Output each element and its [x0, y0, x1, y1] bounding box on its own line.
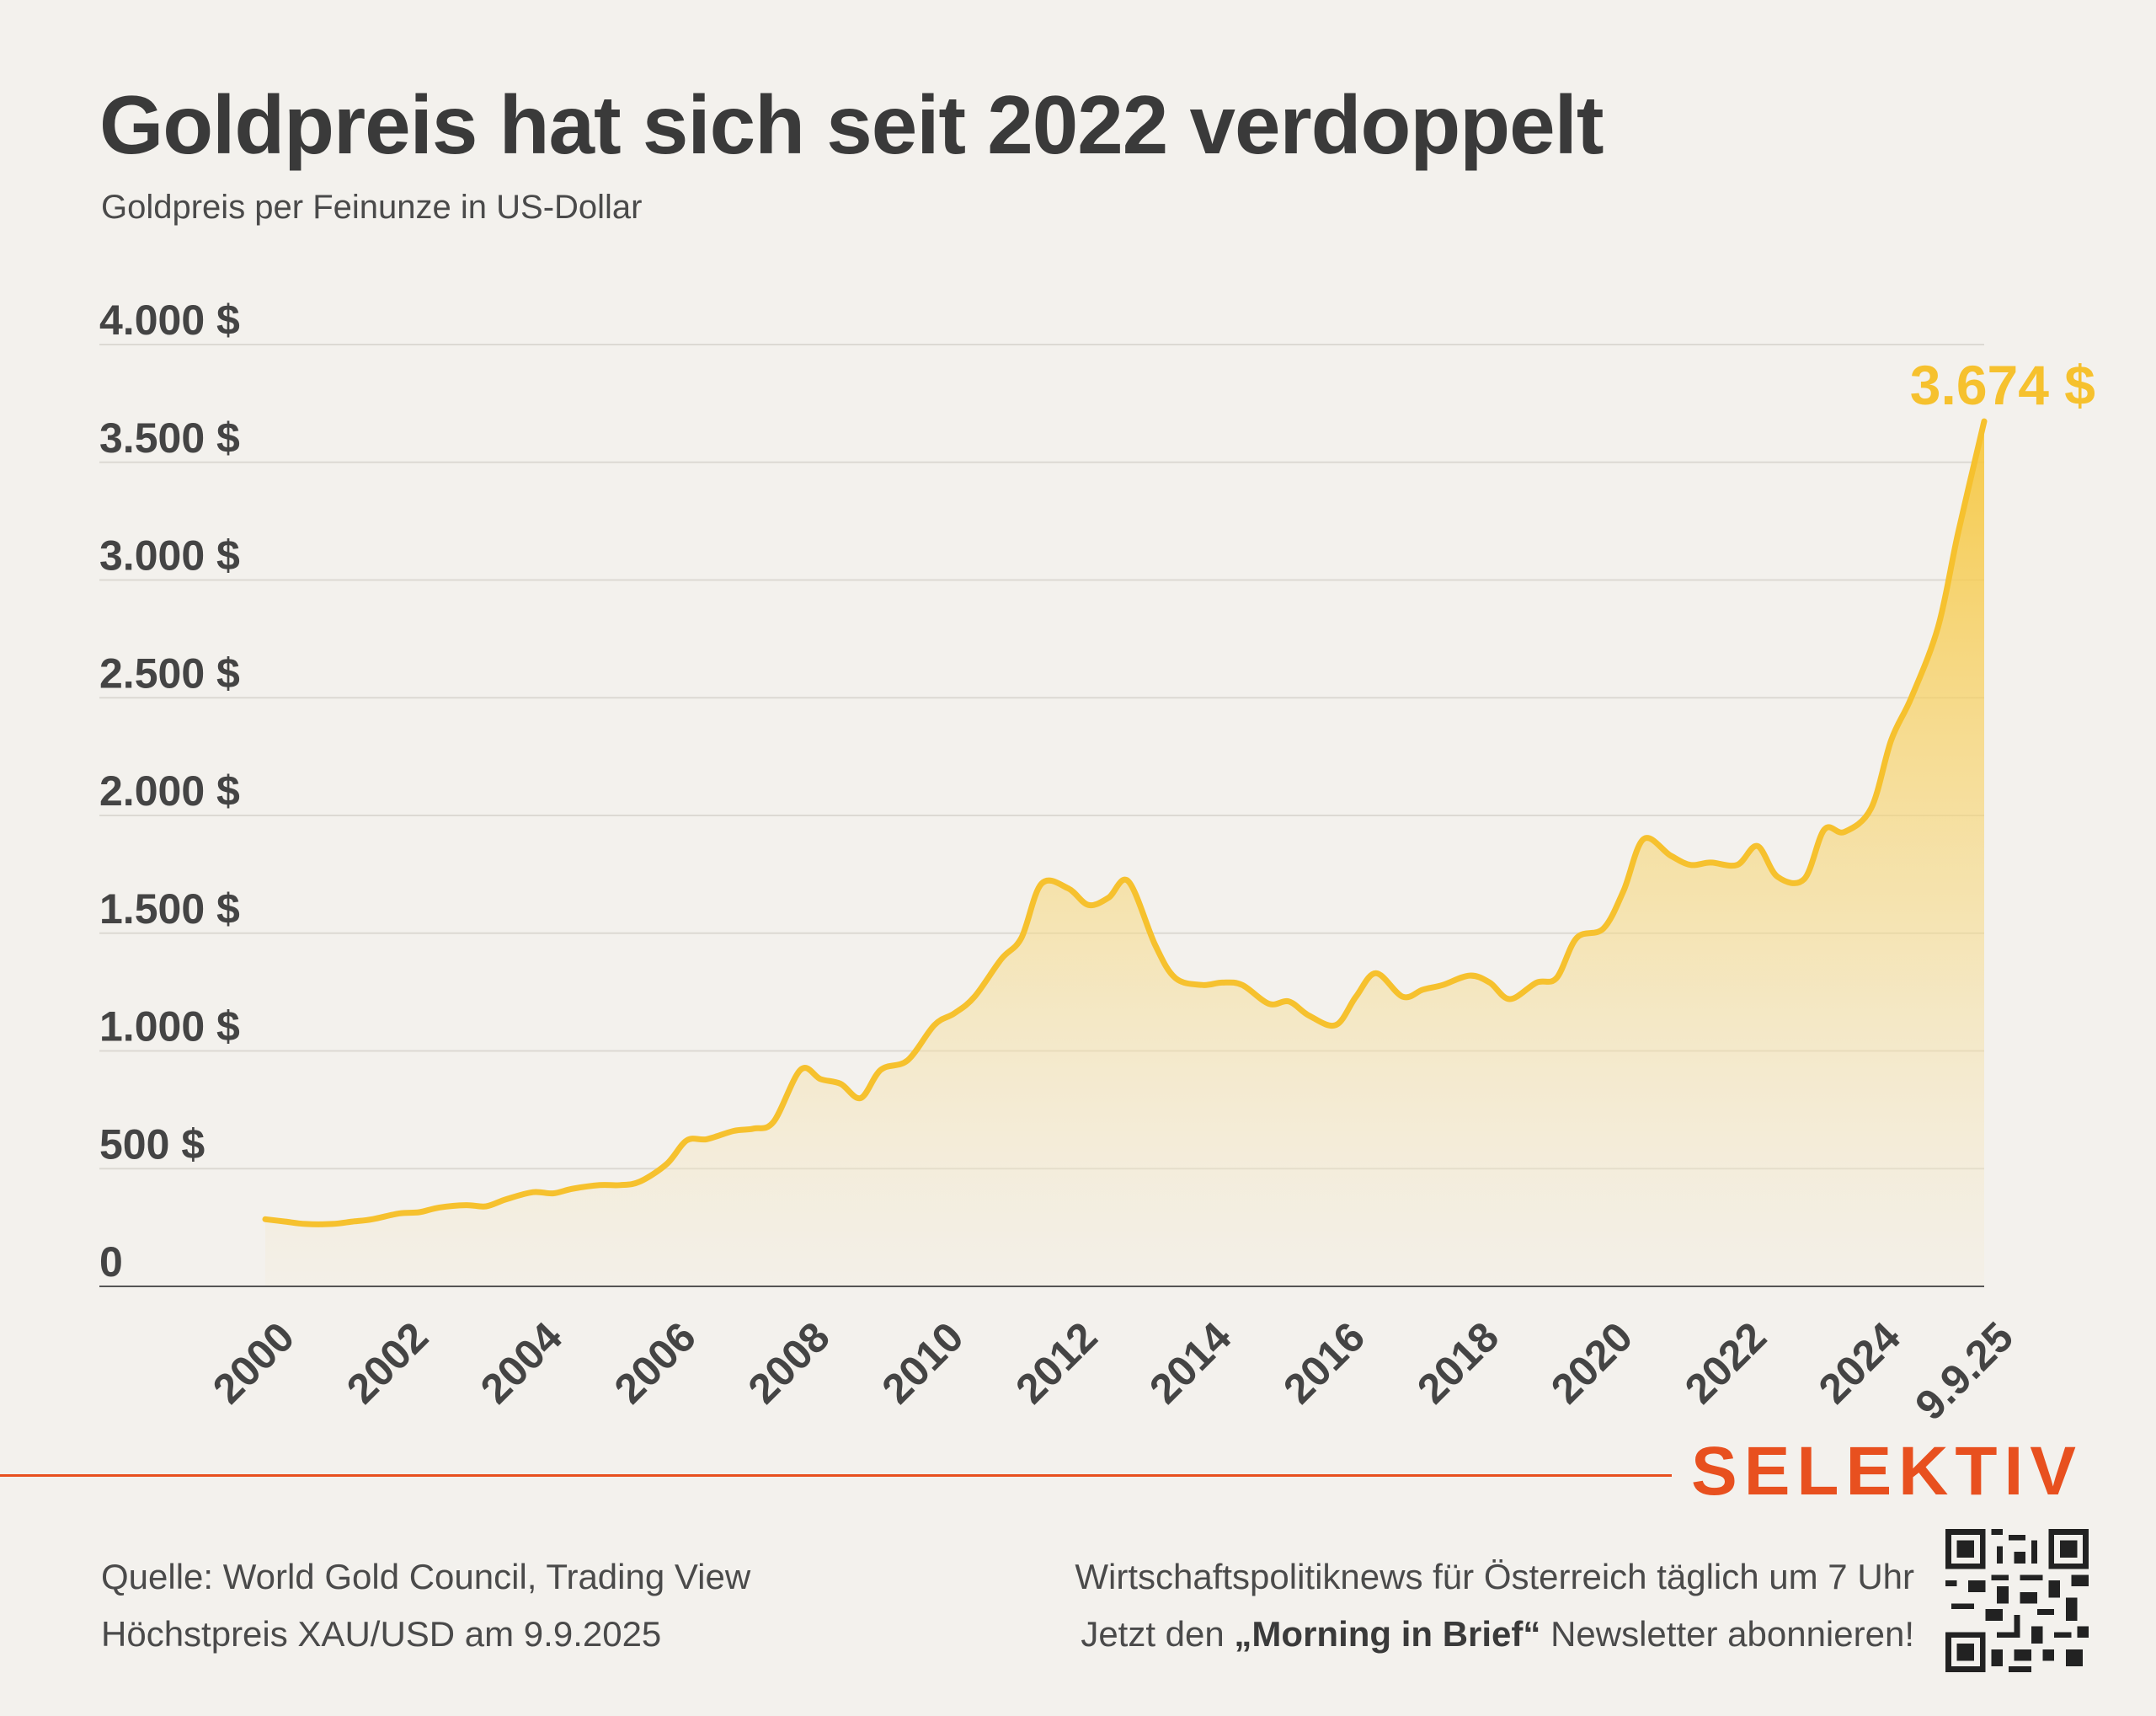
footer-divider: [0, 1474, 1672, 1477]
y-tick-label: 3.500 $: [99, 414, 240, 462]
y-tick-label: 3.000 $: [99, 532, 240, 580]
x-tick-label: 2024: [1810, 1313, 1909, 1413]
x-tick-label: 2008: [739, 1313, 839, 1413]
last-value-label: 3.674 $: [1910, 354, 2095, 416]
promo-line-1: Wirtschaftspolitiknews für Österreich tä…: [1075, 1557, 1914, 1596]
brand-logo: SELEKTIV: [1691, 1433, 2083, 1510]
promo-prefix: Jetzt den: [1081, 1614, 1235, 1654]
y-tick-label: 500 $: [99, 1120, 205, 1168]
gold-price-chart: 0 500 $ 1.000 $ 1.500 $ 2.000 $ 2.500 $ 3.000 …: [99, 297, 2095, 1430]
x-tick-label: 2020: [1542, 1313, 1641, 1413]
y-tick-label: 1.500 $: [99, 885, 240, 933]
x-tick-label: 2014: [1140, 1313, 1240, 1413]
qr-code-icon[interactable]: [1945, 1529, 2089, 1672]
x-tick-label: 2016: [1274, 1313, 1374, 1413]
price-line: [262, 418, 1988, 1227]
y-axis-labels: 0 500 $ 1.000 $ 1.500 $ 2.000 $ 2.500 $ 3.000 …: [99, 297, 240, 1286]
x-tick-label: 2002: [338, 1313, 437, 1413]
y-tick-label: 2.000 $: [99, 767, 240, 815]
x-axis-labels: 2000 2002 2004 2006 2008 2010 2012 2014 2016 2018…: [204, 1313, 2022, 1430]
x-tick-label: 2000: [204, 1313, 303, 1413]
y-tick-label: 2.500 $: [99, 650, 240, 697]
x-tick-label: 2022: [1676, 1313, 1775, 1413]
source-text: Quelle: World Gold Council, Trading View: [101, 1557, 751, 1596]
x-tick-label: 2010: [873, 1313, 972, 1413]
promo-line-2[interactable]: Jetzt den „Morning in Brief“ Newsletter …: [1075, 1606, 1914, 1663]
x-tick-label: 2018: [1408, 1313, 1508, 1413]
chart-subtitle: Goldpreis per Feinunze in US-Dollar: [101, 189, 643, 226]
y-tick-label: 0: [99, 1238, 123, 1286]
y-tick-label: 4.000 $: [99, 297, 240, 344]
promo-newsletter-name: „Morning in Brief“: [1234, 1614, 1541, 1654]
source-block: Quelle: World Gold Council, Trading View…: [101, 1548, 750, 1663]
x-tick-label: 2004: [472, 1313, 571, 1413]
x-tick-label: 2012: [1006, 1313, 1106, 1413]
x-tick-label: 9.9.25: [1906, 1313, 2022, 1430]
source-note: Höchstpreis XAU/USD am 9.9.2025: [101, 1614, 662, 1654]
x-tick-label: 2006: [606, 1313, 705, 1413]
chart-title: Goldpreis hat sich seit 2022 verdoppelt: [99, 78, 1604, 171]
promo-suffix: Newsletter abonnieren!: [1540, 1614, 1914, 1654]
price-area: [265, 421, 1984, 1287]
newsletter-promo: Wirtschaftspolitiknews für Österreich tä…: [1075, 1548, 1914, 1663]
y-tick-label: 1.000 $: [99, 1003, 240, 1050]
